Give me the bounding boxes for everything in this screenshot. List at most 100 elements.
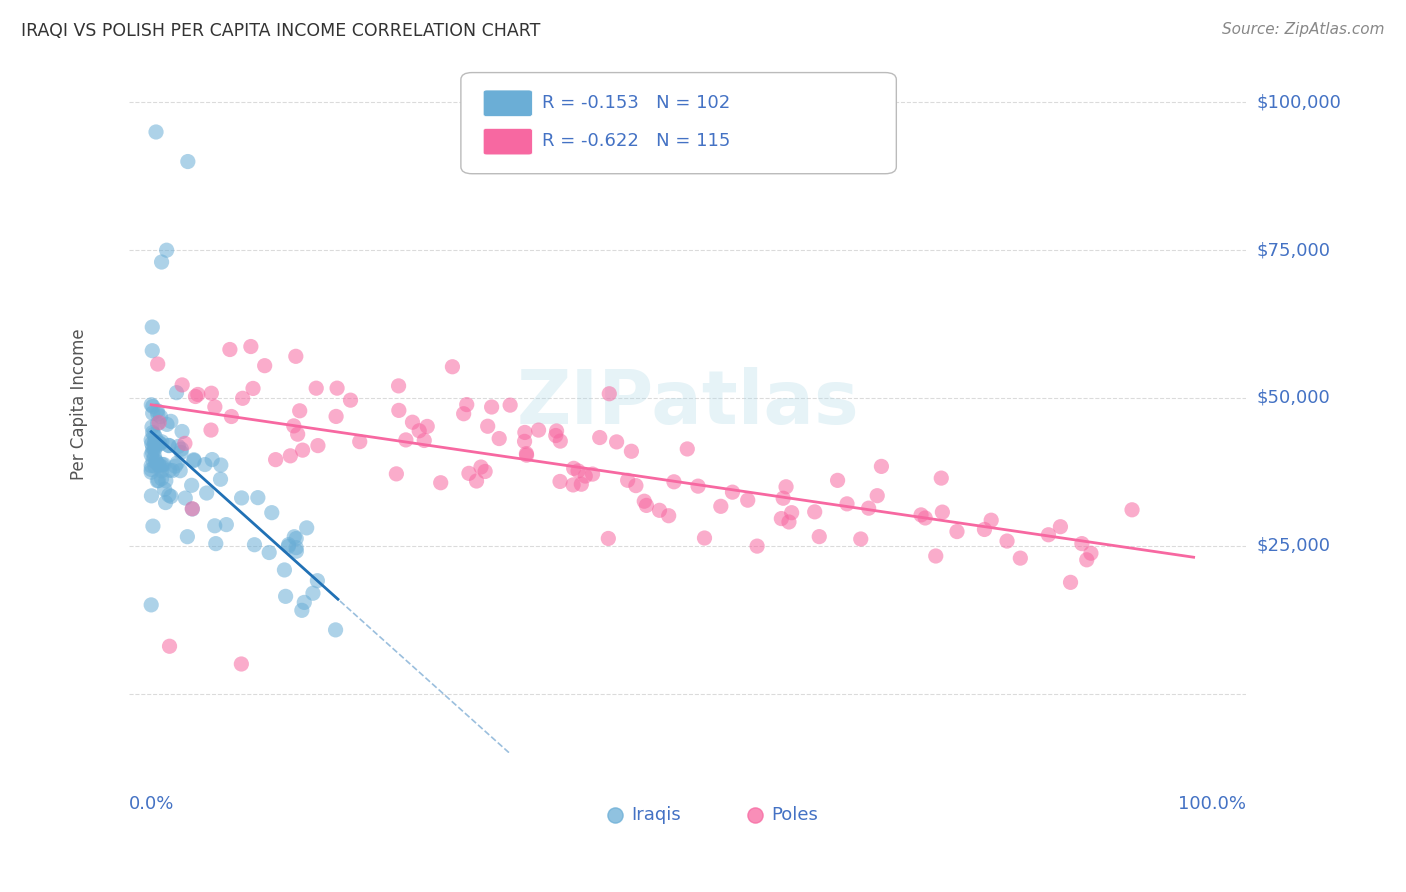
Point	[620, 444, 643, 458]
Point	[780, 506, 803, 520]
Point	[866, 489, 889, 503]
Point	[307, 574, 329, 588]
Point	[284, 349, 307, 363]
Point	[513, 425, 536, 440]
Point	[242, 381, 264, 395]
Text: $50,000: $50,000	[1257, 389, 1330, 407]
Point	[458, 467, 481, 481]
Point	[142, 427, 165, 442]
Point	[246, 491, 269, 505]
Point	[157, 488, 180, 502]
Point	[231, 491, 253, 505]
Point	[143, 434, 166, 449]
Point	[166, 456, 188, 470]
Point	[172, 378, 194, 392]
Text: R = -0.153   N = 102: R = -0.153 N = 102	[543, 94, 731, 112]
Point	[326, 381, 349, 395]
Point	[143, 430, 166, 444]
Point	[204, 400, 226, 414]
Point	[260, 506, 283, 520]
Point	[170, 445, 193, 459]
Point	[648, 503, 671, 517]
Point	[562, 461, 585, 475]
Point	[929, 471, 952, 485]
Point	[219, 343, 242, 357]
Point	[231, 657, 253, 671]
Point	[481, 400, 503, 414]
Point	[285, 544, 308, 558]
Point	[1076, 553, 1098, 567]
Point	[548, 434, 571, 449]
Point	[772, 491, 794, 506]
Point	[291, 603, 314, 617]
Text: 100.0%: 100.0%	[1178, 795, 1246, 813]
Point	[142, 453, 165, 467]
Point	[388, 403, 411, 417]
Point	[946, 524, 969, 539]
Text: 0.0%: 0.0%	[129, 795, 174, 813]
Point	[721, 485, 744, 500]
Point	[910, 508, 932, 522]
Point	[278, 449, 301, 463]
Point	[146, 407, 169, 421]
Point	[973, 523, 995, 537]
Point	[408, 424, 430, 438]
Point	[153, 482, 176, 496]
Text: $100,000: $100,000	[1257, 94, 1341, 112]
Point	[142, 519, 165, 533]
Point	[277, 538, 299, 552]
Point	[858, 501, 880, 516]
Point	[177, 154, 200, 169]
Point	[141, 465, 163, 479]
Point	[143, 450, 166, 464]
Point	[141, 433, 163, 447]
Point	[778, 515, 800, 529]
Point	[287, 427, 309, 442]
Point	[658, 508, 681, 523]
Point	[285, 532, 308, 546]
Point	[413, 434, 436, 448]
Point	[141, 320, 163, 334]
Point	[589, 431, 612, 445]
Point	[165, 459, 187, 474]
Point	[325, 623, 347, 637]
Point	[148, 416, 170, 430]
Point	[835, 497, 858, 511]
Text: Poles: Poles	[772, 806, 818, 824]
Point	[142, 406, 165, 420]
Point	[302, 586, 325, 600]
Point	[162, 464, 184, 478]
Point	[200, 386, 222, 401]
Point	[150, 458, 173, 472]
Point	[149, 409, 172, 424]
Point	[1121, 503, 1143, 517]
Point	[633, 494, 655, 508]
Point	[624, 478, 647, 492]
Point	[145, 125, 167, 139]
Point	[598, 386, 620, 401]
Point	[243, 538, 266, 552]
Point	[385, 467, 408, 481]
Point	[184, 390, 207, 404]
Point	[142, 400, 165, 414]
Point	[176, 530, 198, 544]
Point	[200, 423, 222, 437]
Point	[195, 486, 218, 500]
Point	[141, 420, 163, 434]
Point	[456, 398, 478, 412]
Point	[141, 398, 163, 412]
Point	[827, 474, 849, 488]
Point	[160, 414, 183, 428]
Point	[204, 536, 226, 550]
Point	[662, 475, 685, 489]
Point	[145, 455, 167, 469]
Point	[194, 458, 217, 472]
Point	[567, 464, 589, 478]
Point	[849, 532, 872, 546]
Point	[980, 513, 1002, 527]
Text: Iraqis: Iraqis	[631, 806, 682, 824]
Point	[606, 434, 628, 449]
Point	[349, 434, 371, 449]
Point	[693, 531, 716, 545]
Point	[150, 472, 173, 486]
